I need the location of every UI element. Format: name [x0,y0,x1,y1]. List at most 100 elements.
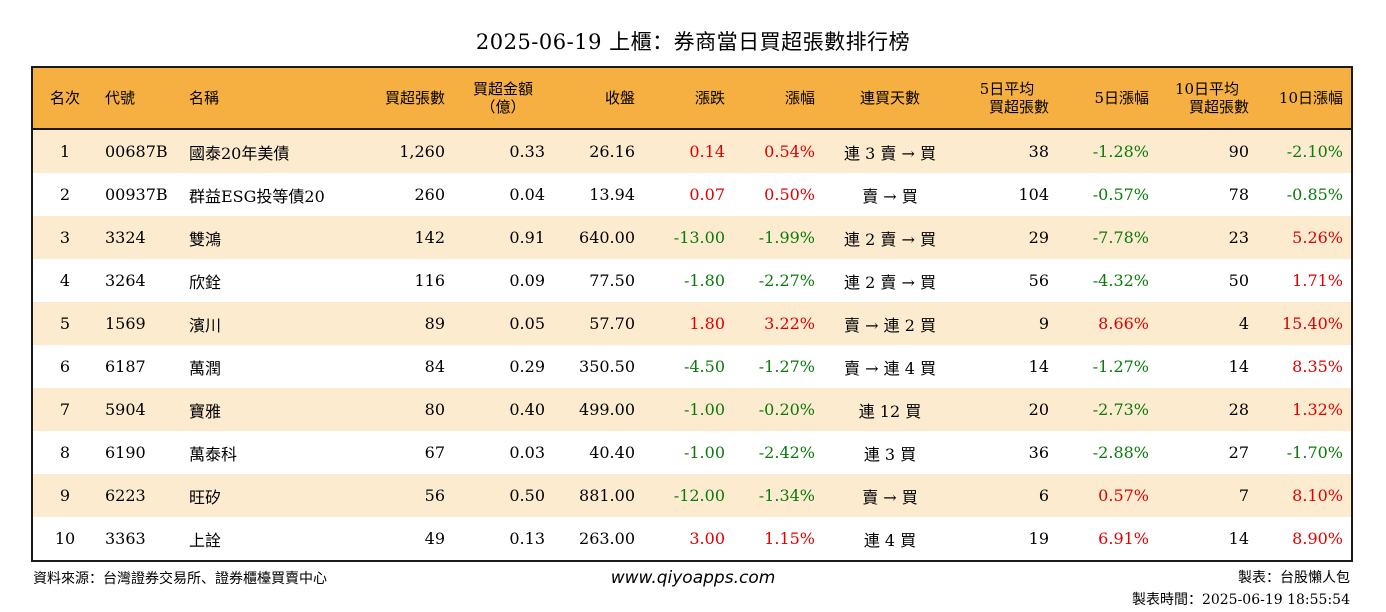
cell-pct5: 8.66% [1057,302,1157,345]
header-net-buy-amount-line1: 買超金額 [472,80,533,98]
cell-avg5: 29 [957,216,1057,259]
cell-pct10: 8.10% [1257,474,1351,517]
cell-pct5: -1.27% [1057,345,1157,388]
cell-pct5: -0.57% [1057,173,1157,216]
cell-name: 欣銓 [181,259,357,302]
cell-close: 77.50 [553,259,643,302]
cell-close: 26.16 [553,129,643,173]
header-change: 漲跌 [643,68,733,130]
cell-net-buy-lots: 84 [357,345,453,388]
cell-pct5: -7.78% [1057,216,1157,259]
cell-change: -1.00 [643,388,733,431]
website-link[interactable]: www.qiyoapps.com [610,568,776,588]
cell-change-pct: 0.50% [733,173,823,216]
cell-code: 3264 [97,259,181,302]
cell-code: 6223 [97,474,181,517]
cell-name: 萬潤 [181,345,357,388]
cell-change: -12.00 [643,474,733,517]
cell-net-buy-amount: 0.50 [453,474,553,517]
header-name: 名稱 [181,68,357,130]
cell-name: 群益ESG投等債20 [181,173,357,216]
cell-rank: 10 [33,517,97,560]
cell-change: 3.00 [643,517,733,560]
cell-code: 5904 [97,388,181,431]
cell-streak: 賣 → 連 2 買 [823,302,957,345]
cell-avg10: 14 [1157,345,1257,388]
header-streak: 連買天數 [823,68,957,130]
cell-avg10: 90 [1157,129,1257,173]
cell-pct5: -4.32% [1057,259,1157,302]
cell-pct5: 0.57% [1057,474,1157,517]
cell-net-buy-amount: 0.04 [453,173,553,216]
cell-streak: 連 2 賣 → 買 [823,259,957,302]
header-net-buy-amount: 買超金額 （億） [453,68,553,130]
cell-streak: 賣 → 買 [823,474,957,517]
table-row: 2 00937B 群益ESG投等債20 260 0.04 13.94 0.07 0.50% 賣 … [33,173,1351,216]
cell-pct5: -2.88% [1057,431,1157,474]
table-row: 8 6190 萬泰科 67 0.03 40.40 -1.00 -2.42% 連 3 買 36 -2.… [33,431,1351,474]
cell-avg10: 7 [1157,474,1257,517]
header-rank: 名次 [33,68,97,130]
cell-change-pct: 3.22% [733,302,823,345]
cell-pct10: 1.32% [1257,388,1351,431]
cell-pct10: 5.26% [1257,216,1351,259]
cell-code: 00937B [97,173,181,216]
cell-net-buy-lots: 89 [357,302,453,345]
header-avg10-line1: 10日平均 [1174,80,1240,98]
cell-close: 881.00 [553,474,643,517]
header-avg10: 10日平均 買超張數 [1157,68,1257,130]
cell-pct10: 1.71% [1257,259,1351,302]
cell-rank: 9 [33,474,97,517]
cell-avg10: 28 [1157,388,1257,431]
cell-streak: 賣 → 連 4 買 [823,345,957,388]
header-code: 代號 [97,68,181,130]
cell-streak: 連 2 賣 → 買 [823,216,957,259]
cell-name: 上詮 [181,517,357,560]
cell-net-buy-lots: 56 [357,474,453,517]
cell-change-pct: 0.54% [733,129,823,173]
table-timestamp: 製表時間：2025-06-19 18:55:54 [1131,592,1350,608]
cell-change: -1.00 [643,431,733,474]
table-row: 3 3324 雙鴻 142 0.91 640.00 -13.00 -1.99% 連 2 賣 → … [33,216,1351,259]
table-row: 7 5904 寶雅 80 0.40 499.00 -1.00 -0.20% 連 12 買 20 -2… [33,388,1351,431]
cell-net-buy-lots: 260 [357,173,453,216]
cell-code: 1569 [97,302,181,345]
cell-code: 3363 [97,517,181,560]
cell-net-buy-amount: 0.40 [453,388,553,431]
cell-name: 濱川 [181,302,357,345]
cell-pct10: 8.35% [1257,345,1351,388]
cell-net-buy-amount: 0.91 [453,216,553,259]
cell-close: 40.40 [553,431,643,474]
cell-rank: 5 [33,302,97,345]
cell-streak: 連 12 買 [823,388,957,431]
header-pct10: 10日漲幅 [1257,68,1351,130]
cell-code: 6187 [97,345,181,388]
cell-rank: 6 [33,345,97,388]
cell-change-pct: -1.99% [733,216,823,259]
cell-change: -13.00 [643,216,733,259]
cell-avg5: 9 [957,302,1057,345]
cell-rank: 8 [33,431,97,474]
cell-avg5: 56 [957,259,1057,302]
cell-net-buy-amount: 0.29 [453,345,553,388]
header-avg5: 5日平均 買超張數 [957,68,1057,130]
cell-close: 57.70 [553,302,643,345]
cell-close: 13.94 [553,173,643,216]
ranking-table: 名次 代號 名稱 買超張數 買超金額 （億） 收盤 漲跌 漲幅 連買天數 5日平… [31,66,1353,562]
cell-avg5: 38 [957,129,1057,173]
cell-rank: 3 [33,216,97,259]
cell-name: 萬泰科 [181,431,357,474]
data-source: 資料來源：台灣證券交易所、證券櫃檯買賣中心 [33,571,327,587]
header-close: 收盤 [553,68,643,130]
cell-change-pct: 1.15% [733,517,823,560]
header-net-buy-amount-line2: （億） [480,98,526,116]
cell-change-pct: -1.27% [733,345,823,388]
cell-pct10: -1.70% [1257,431,1351,474]
header-avg5-line2: 買超張數 [988,98,1049,116]
cell-pct10: 8.90% [1257,517,1351,560]
cell-code: 6190 [97,431,181,474]
cell-code: 3324 [97,216,181,259]
cell-avg10: 14 [1157,517,1257,560]
